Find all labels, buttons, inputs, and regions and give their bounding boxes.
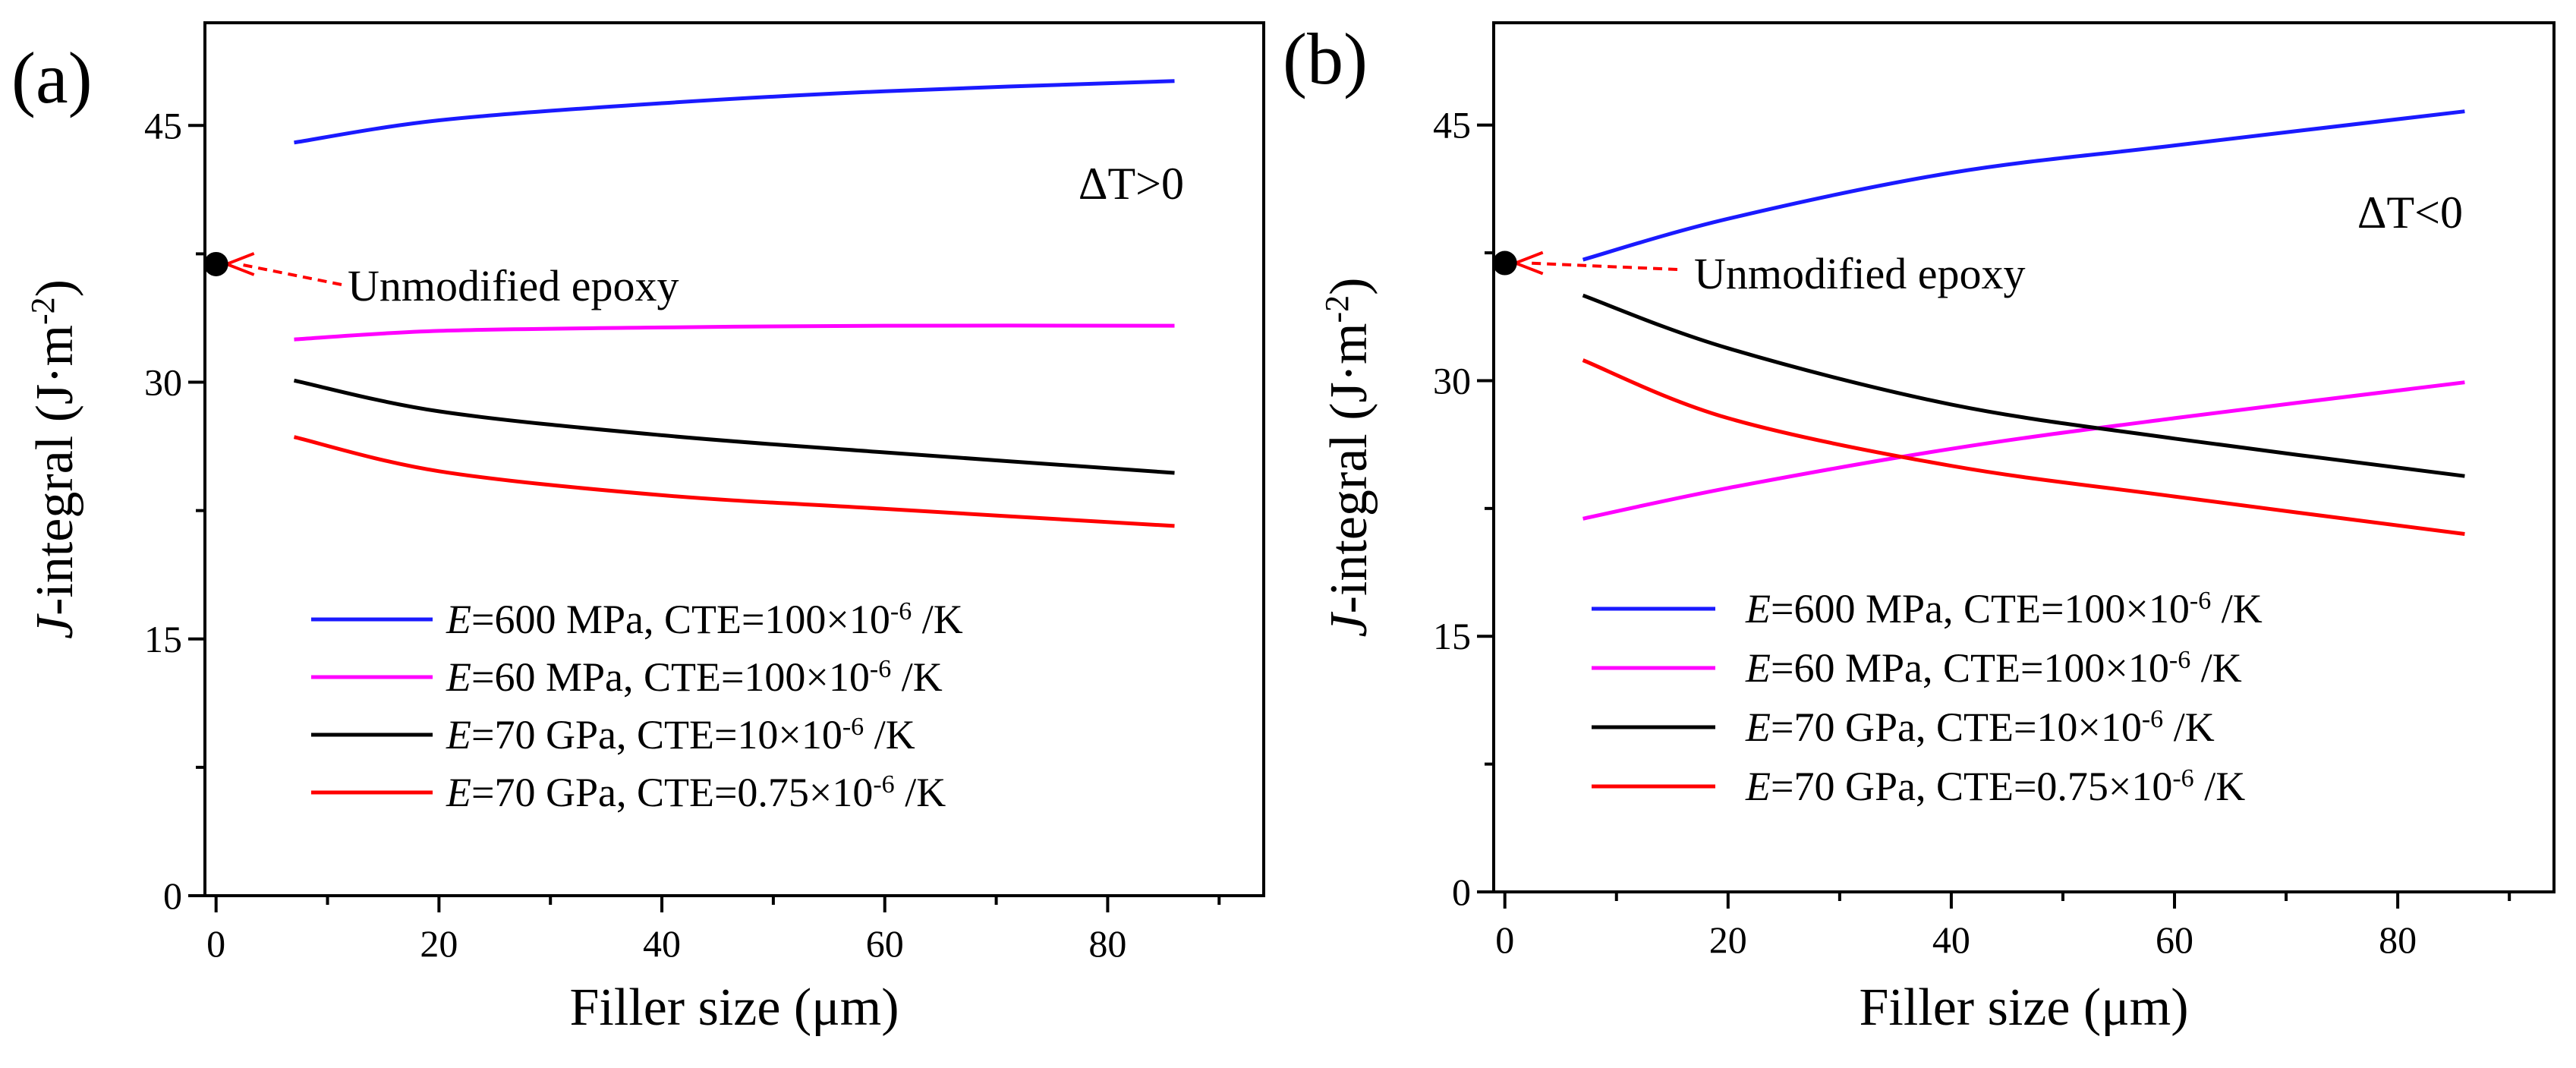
y-tick-label: 45 — [144, 104, 182, 146]
y-tick-label: 30 — [1433, 359, 1471, 402]
annotation-arrow-head — [225, 252, 255, 276]
series-line-1 — [294, 79, 1175, 145]
x-axis-title: Filler size (μm) — [569, 978, 899, 1037]
legend-entry: E=70 GPa, CTE=0.75×10-6 /K — [446, 770, 946, 815]
legend-entry: E=600 MPa, CTE=100×10-6 /K — [1745, 586, 2263, 632]
annotation-text: Unmodified epoxy — [348, 261, 679, 310]
unmodified-epoxy-point — [1492, 250, 1517, 276]
x-axis-title: Filler size (μm) — [1859, 978, 2188, 1037]
unmodified-epoxy-point — [203, 251, 228, 276]
chart-panel-b: 0 20 40 60 80 0 15 30 45 Filler size (μm) J-integr… — [1283, 18, 2556, 1037]
series-line-4 — [1582, 358, 2465, 536]
y-tick-label: 15 — [1433, 615, 1471, 657]
x-tick-label: 40 — [643, 922, 681, 965]
x-tick-label: 60 — [866, 922, 904, 965]
annotation-arrow-shaft — [238, 262, 342, 286]
y-tick-label: 0 — [163, 874, 182, 917]
annotation-arrow-shaft — [1527, 261, 1678, 271]
x-tick-label: 80 — [1088, 922, 1126, 965]
y-tick-label: 30 — [144, 361, 182, 404]
legend-entry: E=600 MPa, CTE=100×10-6 /K — [446, 597, 963, 642]
panel-label: (b) — [1283, 18, 1368, 99]
condition-label: ΔT>0 — [1079, 159, 1184, 209]
legend-entry: E=60 MPa, CTE=100×10-6 /K — [1745, 645, 2242, 691]
y-axis-title: J-integral (J·m-2) — [24, 279, 85, 639]
series-line-3 — [1582, 293, 2465, 478]
y-tick-label: 45 — [1433, 104, 1471, 146]
legend-entry: E=60 MPa, CTE=100×10-6 /K — [446, 654, 943, 700]
series-line-2 — [294, 323, 1175, 342]
series-line-1 — [1582, 109, 2465, 262]
x-tick-label: 80 — [2379, 918, 2417, 961]
y-axis-title: J-integral (J·m-2) — [1318, 278, 1379, 638]
condition-label: ΔT<0 — [2357, 187, 2463, 238]
panel-label: (a) — [11, 37, 93, 118]
legend-entry: E=70 GPa, CTE=10×10-6 /K — [1745, 704, 2215, 750]
plot-frame — [203, 21, 1265, 897]
annotation-text: Unmodified epoxy — [1694, 249, 2026, 298]
x-tick-label: 40 — [1932, 918, 1970, 961]
series-line-3 — [293, 378, 1175, 475]
plot-frame — [1492, 21, 2556, 893]
annotation-arrow-head — [1514, 250, 1544, 276]
chart-panel-a: 0 20 40 60 80 0 15 30 45 Filler size (μm) J-integr… — [11, 21, 1265, 1037]
y-tick-label: 0 — [1452, 871, 1471, 913]
series-line-4 — [293, 435, 1175, 528]
x-tick-label: 60 — [2156, 918, 2193, 961]
series-line-2 — [1582, 380, 2465, 521]
x-tick-label: 0 — [206, 922, 225, 965]
legend-entry: E=70 GPa, CTE=10×10-6 /K — [446, 712, 915, 758]
x-tick-label: 20 — [420, 922, 458, 965]
y-tick-label: 15 — [144, 618, 182, 660]
x-tick-label: 0 — [1495, 918, 1514, 961]
x-tick-label: 20 — [1709, 918, 1747, 961]
legend-entry: E=70 GPa, CTE=0.75×10-6 /K — [1745, 764, 2245, 809]
